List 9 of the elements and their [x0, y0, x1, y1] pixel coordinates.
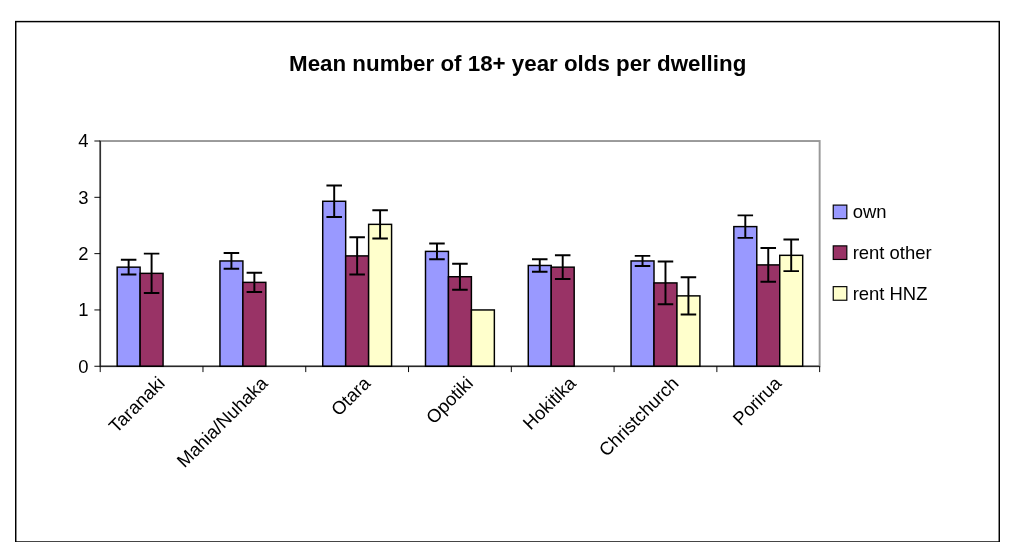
legend-label: own	[852, 201, 887, 223]
legend-label: rent other	[852, 242, 932, 264]
chart-title: Mean number of 18+ year olds per dwelling	[289, 51, 747, 77]
y-tick-label: 2	[78, 243, 89, 265]
y-tick-label: 3	[78, 186, 89, 208]
y-tick-label: 0	[78, 355, 89, 377]
y-tick-label: 1	[78, 299, 89, 321]
y-tick-label: 4	[78, 130, 89, 152]
legend-label: rent HNZ	[852, 282, 928, 304]
